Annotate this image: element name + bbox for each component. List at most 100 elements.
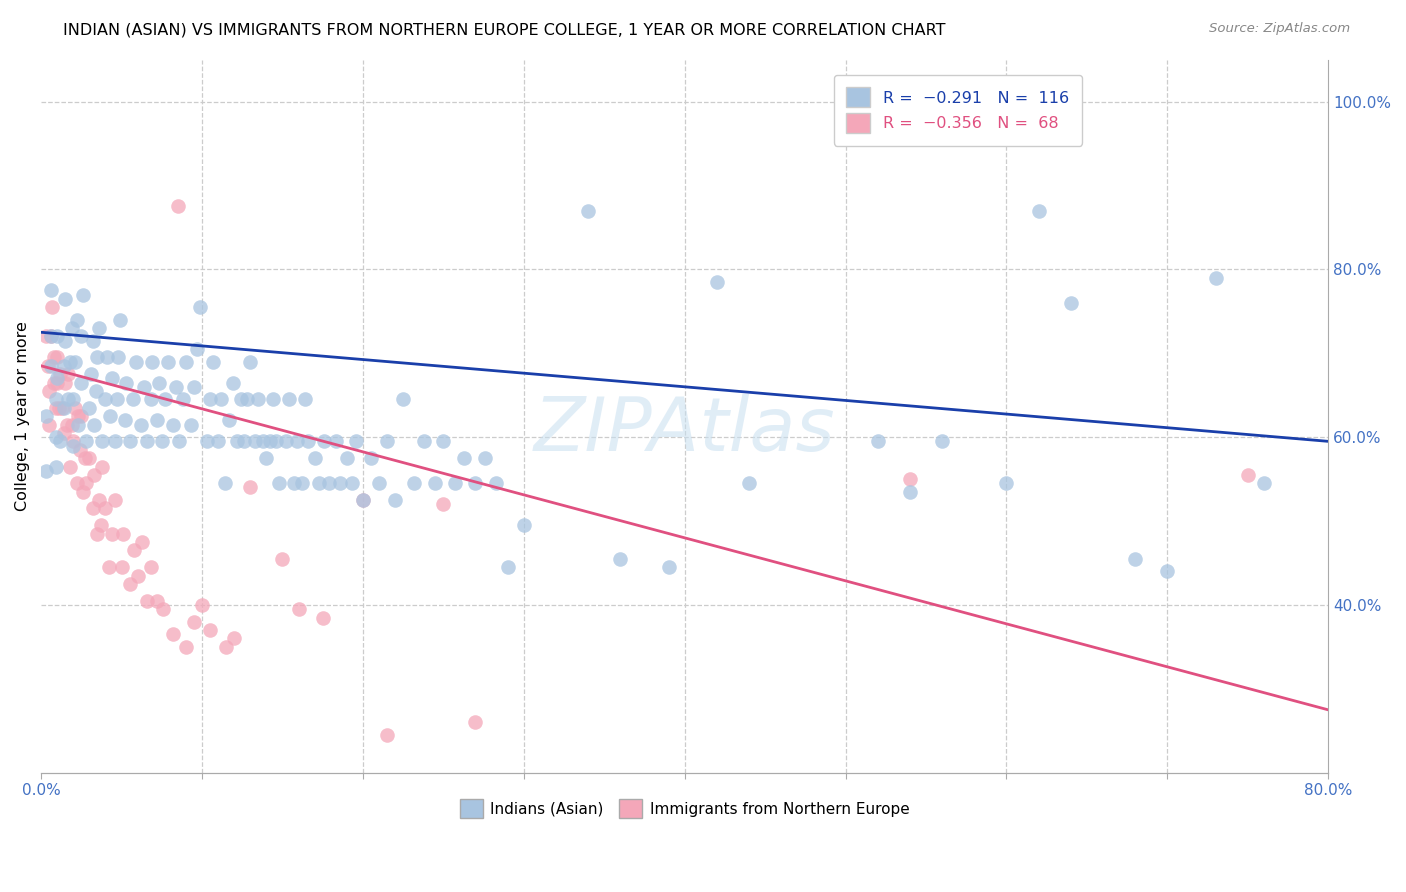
- Point: [42, 351, 65, 365]
- Point: [72, 287, 94, 301]
- Point: [39, 329, 62, 343]
- Point: [294, 392, 316, 407]
- Text: ZIPAtlas: ZIPAtlas: [534, 394, 835, 467]
- Point: [53, 334, 76, 348]
- Point: [496, 560, 519, 574]
- Point: [108, 312, 131, 326]
- Point: [314, 434, 336, 449]
- Point: [129, 417, 152, 432]
- Point: [86, 526, 108, 541]
- Point: [146, 413, 169, 427]
- Point: [114, 413, 136, 427]
- Point: [53, 292, 76, 306]
- Point: [118, 434, 141, 449]
- Point: [207, 434, 229, 449]
- Point: [706, 275, 728, 289]
- Point: [183, 615, 205, 629]
- Point: [252, 434, 274, 449]
- Point: [1236, 467, 1258, 482]
- Point: [118, 577, 141, 591]
- Point: [304, 451, 326, 466]
- Point: [329, 476, 352, 491]
- Point: [274, 434, 297, 449]
- Point: [576, 203, 599, 218]
- Point: [60, 321, 83, 335]
- Point: [132, 380, 155, 394]
- Point: [375, 728, 398, 742]
- Point: [72, 484, 94, 499]
- Point: [464, 715, 486, 730]
- Point: [82, 501, 104, 516]
- Point: [150, 434, 173, 449]
- Point: [1156, 565, 1178, 579]
- Point: [384, 493, 406, 508]
- Point: [162, 417, 184, 432]
- Point: [453, 451, 475, 466]
- Point: [83, 417, 105, 432]
- Point: [368, 476, 391, 491]
- Point: [283, 476, 305, 491]
- Point: [115, 376, 138, 390]
- Point: [269, 476, 291, 491]
- Point: [259, 434, 281, 449]
- Point: [931, 434, 953, 449]
- Point: [738, 476, 761, 491]
- Point: [39, 329, 62, 343]
- Point: [62, 438, 84, 452]
- Point: [86, 351, 108, 365]
- Point: [311, 610, 333, 624]
- Point: [308, 476, 330, 491]
- Point: [48, 401, 70, 415]
- Point: [35, 409, 58, 424]
- Point: [83, 467, 105, 482]
- Point: [94, 392, 117, 407]
- Point: [125, 354, 148, 368]
- Point: [413, 434, 436, 449]
- Point: [136, 593, 159, 607]
- Point: [236, 392, 259, 407]
- Point: [101, 526, 124, 541]
- Point: [46, 351, 69, 365]
- Point: [67, 409, 90, 424]
- Point: [38, 384, 60, 398]
- Point: [198, 392, 221, 407]
- Point: [62, 392, 84, 407]
- Legend: Indians (Asian), Immigrants from Northern Europe: Indians (Asian), Immigrants from Norther…: [453, 792, 917, 826]
- Point: [45, 401, 67, 415]
- Point: [232, 434, 254, 449]
- Point: [97, 560, 120, 574]
- Point: [609, 551, 631, 566]
- Point: [121, 392, 143, 407]
- Point: [443, 476, 465, 491]
- Point: [59, 354, 82, 368]
- Point: [46, 376, 69, 390]
- Point: [174, 354, 197, 368]
- Point: [146, 593, 169, 607]
- Point: [148, 376, 170, 390]
- Point: [474, 451, 496, 466]
- Point: [1123, 551, 1146, 566]
- Point: [139, 392, 162, 407]
- Point: [866, 434, 889, 449]
- Point: [169, 434, 191, 449]
- Point: [63, 354, 86, 368]
- Text: INDIAN (ASIAN) VS IMMIGRANTS FROM NORTHERN EUROPE COLLEGE, 1 YEAR OR MORE CORREL: INDIAN (ASIAN) VS IMMIGRANTS FROM NORTHE…: [63, 22, 946, 37]
- Point: [91, 459, 114, 474]
- Point: [65, 476, 87, 491]
- Point: [174, 640, 197, 654]
- Point: [254, 451, 277, 466]
- Point: [352, 493, 374, 508]
- Point: [264, 434, 287, 449]
- Point: [60, 417, 83, 432]
- Point: [80, 368, 103, 382]
- Point: [404, 476, 426, 491]
- Point: [186, 342, 208, 356]
- Point: [45, 392, 67, 407]
- Point: [153, 392, 176, 407]
- Point: [271, 551, 294, 566]
- Point: [898, 484, 921, 499]
- Point: [107, 351, 129, 365]
- Point: [38, 417, 60, 432]
- Point: [53, 376, 76, 390]
- Point: [657, 560, 679, 574]
